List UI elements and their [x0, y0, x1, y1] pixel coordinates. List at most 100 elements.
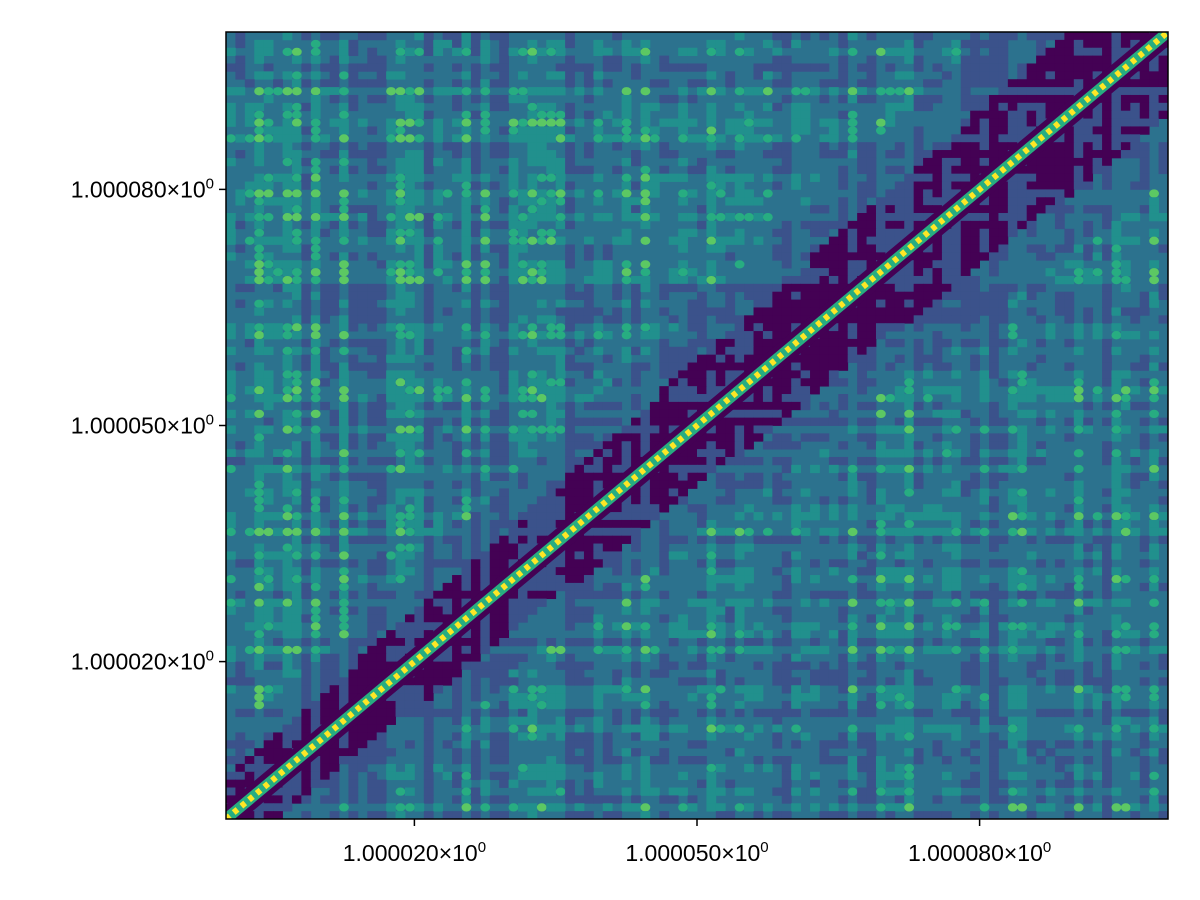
contour-cell — [791, 464, 802, 474]
contour-cell — [875, 244, 886, 253]
contour-cell — [1045, 157, 1056, 167]
contour-cell — [546, 205, 557, 214]
contour-cell — [847, 331, 858, 340]
contour-cell — [226, 228, 236, 238]
contour-cell — [857, 142, 867, 151]
contour-cell — [687, 394, 698, 403]
contour-cell — [1064, 614, 1075, 623]
contour-cell — [1054, 275, 1065, 285]
contour-cell — [423, 559, 434, 568]
contour-cell — [244, 118, 255, 127]
contour-cell — [310, 189, 321, 198]
contour-cell — [960, 677, 971, 686]
contour-cell — [941, 71, 952, 80]
contour-cell — [348, 338, 359, 348]
contour-cell — [612, 645, 623, 655]
contour-cell — [565, 417, 575, 426]
contour-cell — [1111, 55, 1122, 64]
contour-cell — [593, 134, 604, 143]
contour-cell — [828, 87, 839, 96]
contour-cell — [273, 456, 283, 466]
contour-cell — [631, 197, 641, 206]
contour-cell — [621, 118, 632, 127]
contour-cell — [904, 669, 915, 678]
contour-cell — [800, 87, 811, 96]
contour-cell — [583, 110, 594, 119]
contour-cell — [875, 685, 886, 694]
contour-cell — [649, 417, 660, 426]
contour-cell — [508, 700, 519, 710]
contour-cell — [480, 47, 491, 57]
contour-cell — [1017, 496, 1028, 505]
contour-cell — [819, 378, 830, 387]
contour-cell — [1149, 236, 1159, 245]
contour-cell — [414, 433, 425, 442]
contour-cell — [781, 71, 792, 80]
contour-cell — [706, 173, 717, 182]
contour-cell — [941, 425, 952, 434]
contour-cell — [254, 567, 265, 576]
contour-cell — [565, 598, 575, 607]
contour-cell — [395, 708, 406, 718]
contour-cell — [810, 205, 820, 214]
contour-cell — [1007, 716, 1018, 725]
contour-cell — [518, 213, 528, 222]
contour-cell — [593, 213, 604, 222]
contour-cell — [1130, 213, 1141, 222]
contour-cell — [226, 685, 236, 694]
contour-cell — [725, 488, 736, 497]
contour-cell — [414, 590, 425, 600]
contour-cell — [857, 417, 867, 426]
contour-cell — [866, 299, 877, 308]
contour-cell — [367, 401, 378, 411]
contour-cell — [1102, 685, 1112, 694]
contour-cell — [301, 677, 312, 686]
contour-cell — [1054, 157, 1065, 167]
contour-cell — [555, 275, 566, 285]
contour-cell — [810, 362, 820, 371]
contour-cell — [470, 645, 481, 655]
contour-cell — [1064, 55, 1075, 64]
contour-cell — [621, 102, 632, 112]
contour-cell — [1120, 213, 1131, 222]
contour-cell — [555, 197, 566, 206]
contour-cell — [367, 94, 378, 104]
contour-cell — [904, 378, 915, 387]
contour-cell — [339, 394, 349, 403]
contour-cell — [885, 205, 896, 214]
contour-cell — [932, 456, 943, 466]
contour-cell — [725, 252, 736, 261]
contour-cell — [301, 653, 312, 662]
contour-cell — [894, 724, 905, 733]
contour-cell — [555, 157, 566, 167]
contour-cell — [320, 299, 331, 308]
contour-cell — [970, 708, 980, 718]
contour-cell — [339, 614, 349, 623]
contour-cell — [546, 645, 557, 655]
contour-cell — [574, 535, 585, 544]
contour-cell — [847, 252, 858, 261]
contour-cell — [555, 551, 566, 560]
contour-cell — [254, 331, 265, 340]
contour-cell — [423, 590, 434, 600]
contour-cell — [404, 260, 415, 269]
contour-cell — [291, 716, 302, 725]
contour-cell — [1073, 449, 1084, 458]
contour-cell — [857, 150, 867, 159]
contour-cell — [781, 614, 792, 623]
contour-cell — [781, 275, 792, 285]
contour-cell — [263, 252, 274, 261]
contour-cell — [1083, 685, 1094, 694]
contour-cell — [470, 220, 481, 230]
contour-cell — [913, 472, 924, 481]
contour-cell — [753, 63, 764, 72]
contour-cell — [762, 87, 773, 96]
contour-cell — [932, 535, 943, 544]
contour-cell — [904, 433, 915, 442]
contour-cell — [442, 677, 453, 686]
contour-cell — [282, 236, 293, 245]
contour-cell — [583, 291, 594, 300]
contour-cell — [536, 87, 547, 96]
contour-cell — [1092, 150, 1103, 159]
contour-cell — [583, 338, 594, 348]
